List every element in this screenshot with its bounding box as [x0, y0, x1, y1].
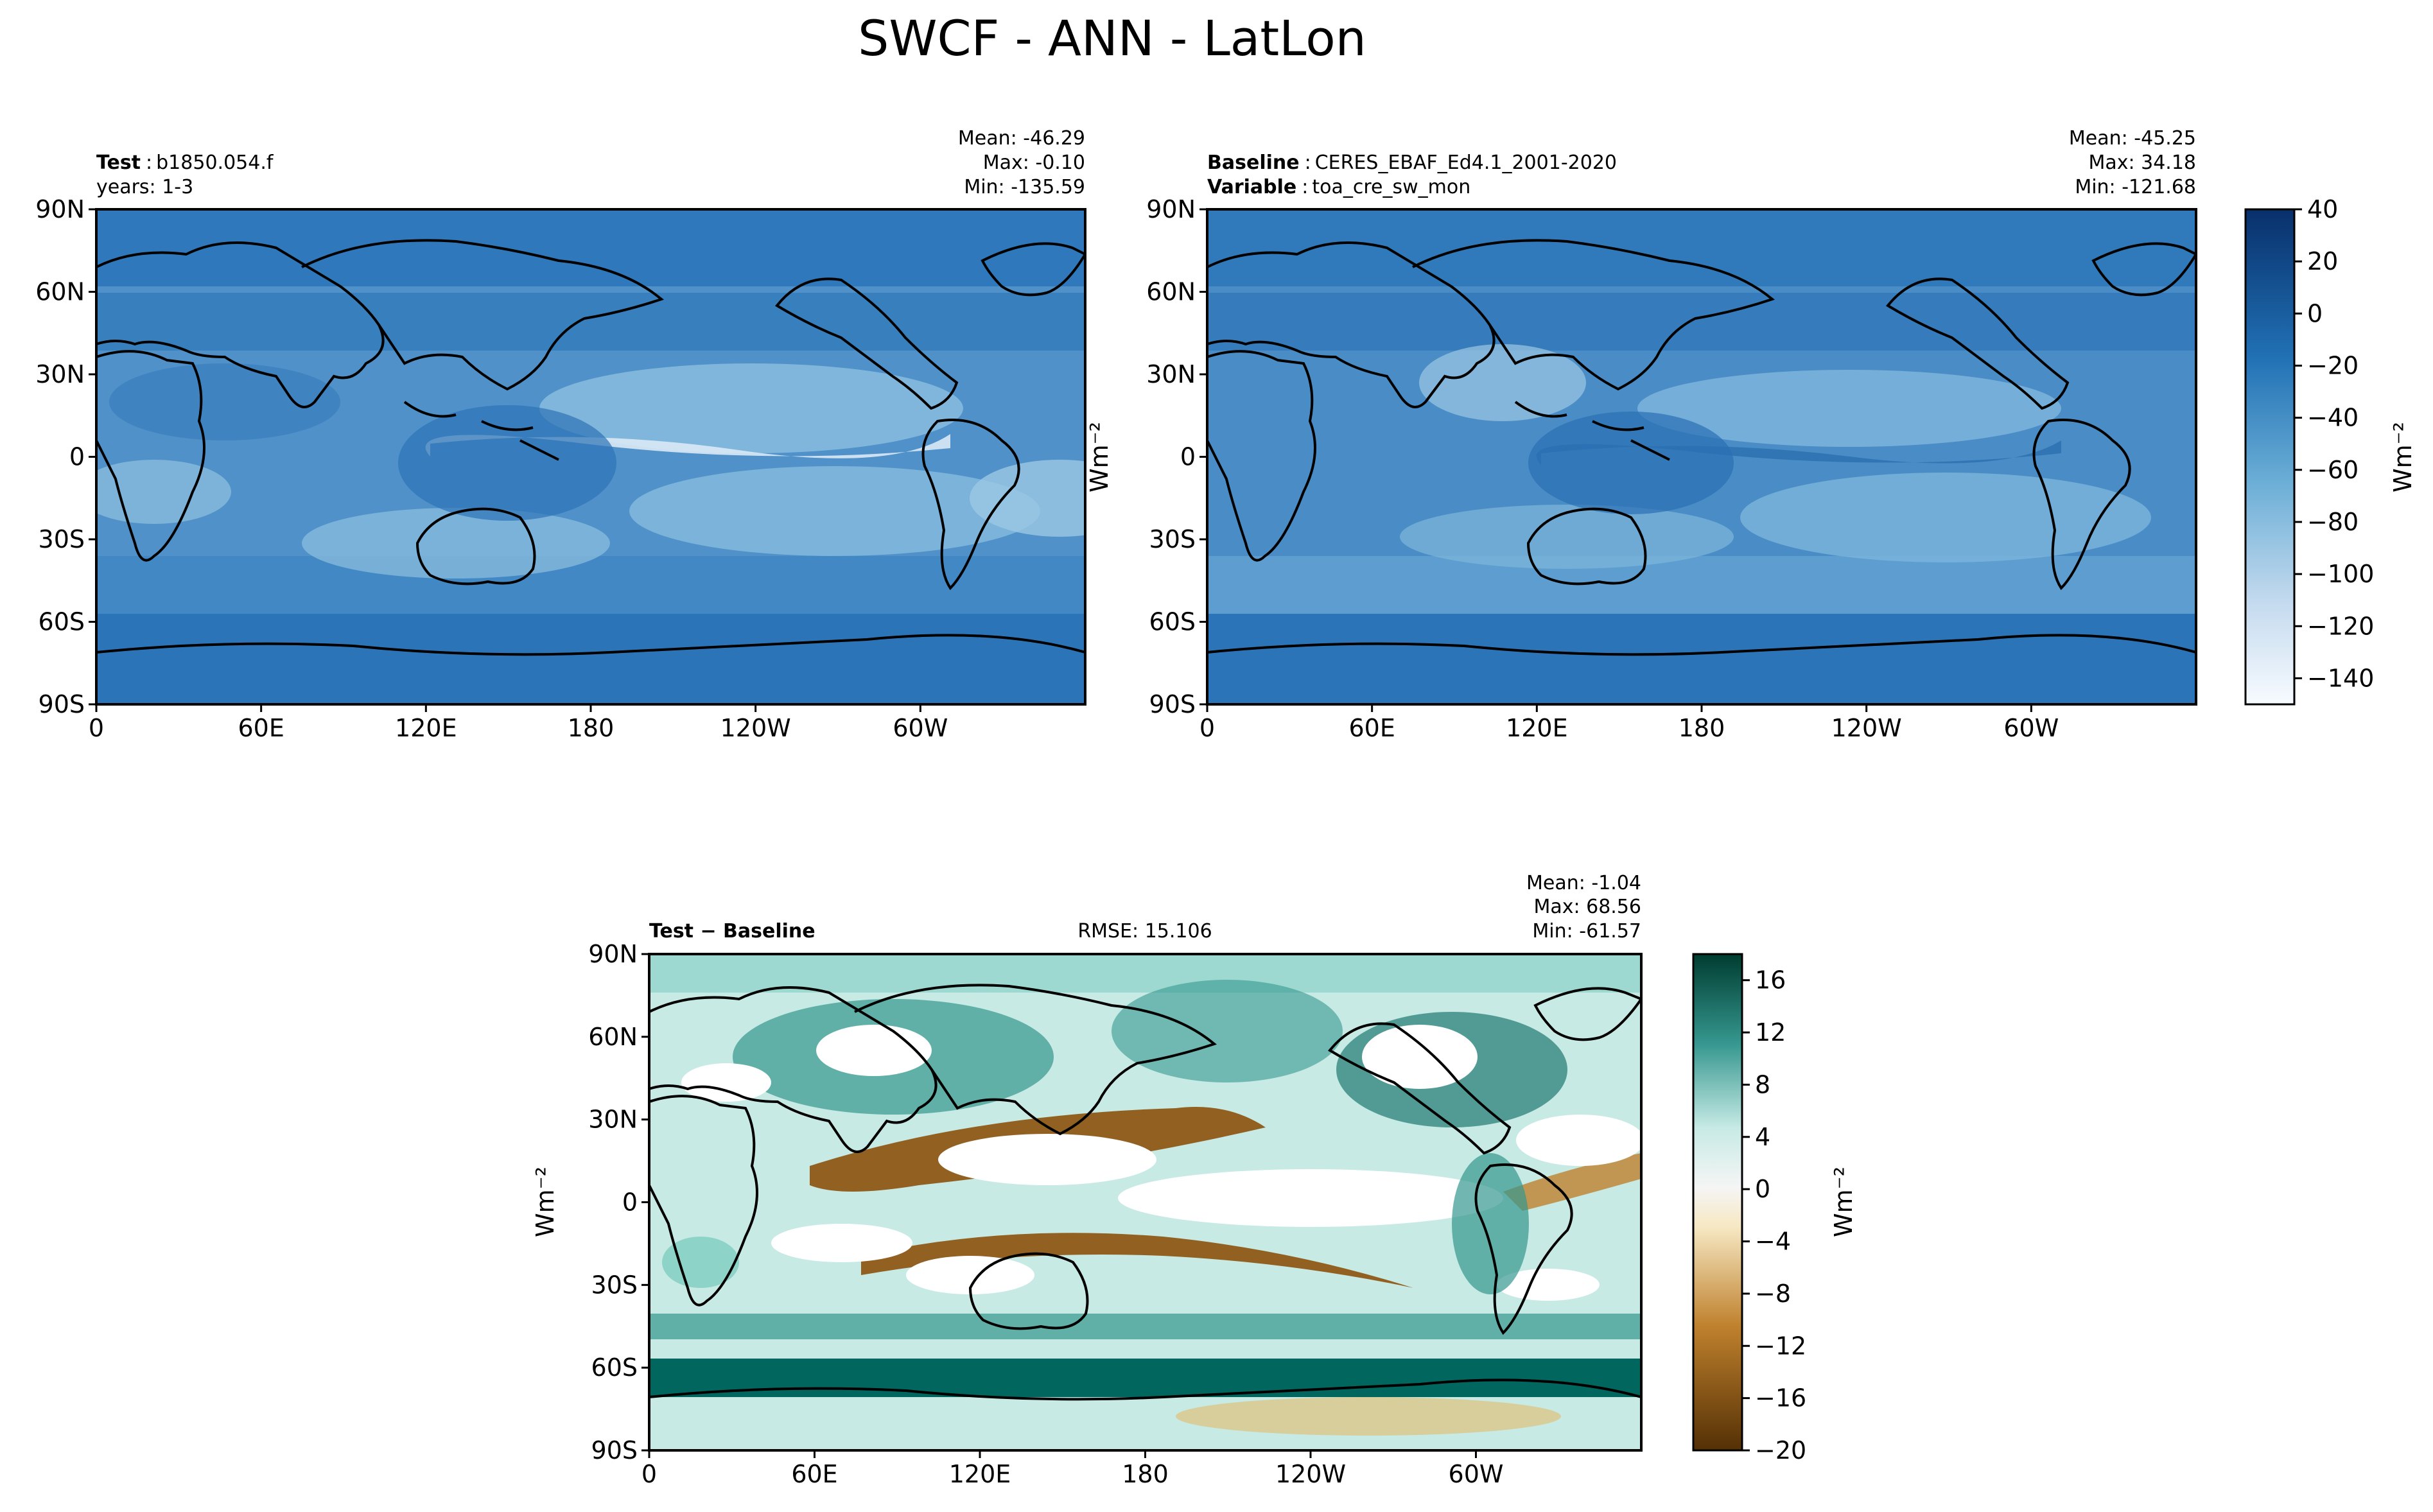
difference-xtick-label: 120W: [1275, 1460, 1346, 1488]
test-coastlines: [96, 239, 1085, 656]
colorbar-diff-tick-label: −4: [1755, 1228, 1791, 1256]
test-xtick-label: 120W: [720, 714, 791, 742]
colorbar-top-tick-label: 20: [2307, 247, 2338, 275]
colorbar-diff-tick-label: −16: [1755, 1384, 1806, 1412]
test-mean: Mean: -46.29: [958, 127, 1085, 150]
baseline-coastlines: [1207, 239, 2196, 656]
difference-mean: Mean: -1.04: [1526, 872, 1641, 894]
baseline-xtick-label: 0: [1199, 714, 1215, 742]
colorbar-diff-tick-label: 0: [1755, 1175, 1770, 1203]
test-xtick-label: 180: [568, 714, 615, 742]
test-label: Test: b1850.054.f: [96, 152, 274, 174]
difference-max: Max: 68.56: [1533, 896, 1641, 918]
baseline-xtick-label: 60E: [1348, 714, 1395, 742]
difference-ytick-label: 60N: [588, 1023, 638, 1051]
baseline-ytick-label: 30N: [1146, 360, 1196, 388]
test-ytick-label: 90N: [35, 195, 85, 223]
colorbar-diff-tick-label: 8: [1755, 1070, 1770, 1099]
difference-xtick-label: 0: [641, 1460, 657, 1488]
difference-coastlines: [649, 984, 1641, 1401]
colorbar-diff-tick-label: −12: [1755, 1332, 1806, 1360]
difference-min: Min: -61.57: [1532, 920, 1641, 943]
test-ytick-label: 0: [69, 443, 85, 471]
difference-ytick-label: 30S: [591, 1271, 638, 1299]
test-ytick-label: 60S: [39, 608, 85, 636]
difference-ytick-label: 60S: [591, 1353, 638, 1382]
colorbar-top-tick-label: −80: [2307, 508, 2359, 536]
difference-ytick-label: 90N: [588, 940, 638, 968]
colorbar-top-tick-label: −140: [2307, 664, 2374, 692]
test-ytick-label: 30S: [39, 525, 85, 553]
colorbar-top-tick-label: −60: [2307, 456, 2359, 484]
baseline-ytick-label: 60S: [1149, 608, 1196, 636]
difference-ytick-label: 90S: [591, 1436, 638, 1464]
baseline-ytick-label: 90S: [1149, 690, 1196, 718]
colorbar-top-tick-label: −100: [2307, 560, 2374, 588]
baseline-xtick-label: 120E: [1506, 714, 1568, 742]
colorbar-diff-label: Wm⁻²: [1829, 1167, 1858, 1237]
colorbar-diff-tick-label: 4: [1755, 1123, 1770, 1151]
difference-xtick-label: 60W: [1449, 1460, 1504, 1488]
difference-xtick-label: 60E: [791, 1460, 837, 1488]
baseline-contours: [1207, 209, 2196, 704]
colorbar-diff-tick-label: −20: [1755, 1436, 1806, 1464]
baseline-max: Max: 34.18: [2088, 152, 2196, 174]
test-contours: [96, 209, 1085, 704]
baseline-xtick-label: 120W: [1831, 714, 1902, 742]
baseline-xtick-label: 180: [1679, 714, 1725, 742]
difference-ylabel: Wm⁻²: [531, 1167, 559, 1237]
difference-contours: [649, 954, 1641, 1436]
baseline-min: Min: -121.68: [2075, 176, 2196, 198]
difference-ytick-label: 0: [622, 1188, 638, 1217]
baseline-ytick-label: 60N: [1146, 278, 1196, 306]
test-xtick-label: 60E: [238, 714, 284, 742]
baseline-ytick-label: 90N: [1146, 195, 1196, 223]
test-ytick-label: 90S: [39, 690, 85, 718]
colorbar-diff-tick-label: 12: [1755, 1018, 1786, 1047]
test-max: Max: -0.10: [983, 152, 1085, 174]
test-xtick-label: 120E: [395, 714, 457, 742]
colorbar-top-tick-label: 0: [2307, 299, 2323, 327]
colorbar-diff-tick-label: −8: [1755, 1280, 1791, 1308]
test-ytick-label: 60N: [35, 278, 85, 306]
difference-ytick-label: 30N: [588, 1106, 638, 1134]
baseline-ylabel: Wm⁻²: [1085, 422, 1113, 492]
test-xtick-label: 60W: [893, 714, 948, 742]
test-xtick-label: 0: [89, 714, 104, 742]
baseline-ytick-label: 30S: [1149, 525, 1196, 553]
panel-test: Test: b1850.054.f years: 1-3 Mean: -46.29…: [95, 127, 1086, 706]
difference-rmse: RMSE: 15.106: [1077, 920, 1212, 943]
colorbar-top-tick-label: −40: [2307, 404, 2359, 432]
colorbar-diff: [1692, 953, 1743, 1452]
colorbar-top-label: Wm⁻²: [2389, 422, 2417, 492]
colorbar-top-tick-label: 40: [2307, 195, 2338, 223]
colorbar-top: [2244, 208, 2296, 706]
baseline-mean: Mean: -45.25: [2069, 127, 2196, 150]
colorbar-top-tick-label: −120: [2307, 612, 2374, 640]
difference-label: Test − Baseline: [649, 920, 815, 943]
panel-difference: Test − Baseline RMSE: 15.106 Mean: -1.04…: [531, 872, 1858, 1452]
difference-xtick-label: 120E: [949, 1460, 1011, 1488]
test-min: Min: -135.59: [964, 176, 1085, 198]
baseline-label: Baseline: CERES_EBAF_Ed4.1_2001-2020: [1207, 152, 1617, 174]
baseline-variable: Variable: toa_cre_sw_mon: [1207, 176, 1470, 198]
test-years: years: 1-3: [96, 176, 193, 198]
baseline-ytick-label: 0: [1180, 443, 1196, 471]
colorbar-top-tick-label: −20: [2307, 351, 2359, 379]
difference-xtick-label: 180: [1122, 1460, 1169, 1488]
baseline-xtick-label: 60W: [2003, 714, 2059, 742]
panel-baseline: Baseline: CERES_EBAF_Ed4.1_2001-2020 Vari…: [1085, 127, 2417, 706]
figure-title: SWCF - ANN - LatLon: [858, 10, 1366, 67]
test-ytick-label: 30N: [35, 360, 85, 388]
colorbar-diff-tick-label: 16: [1755, 966, 1786, 995]
